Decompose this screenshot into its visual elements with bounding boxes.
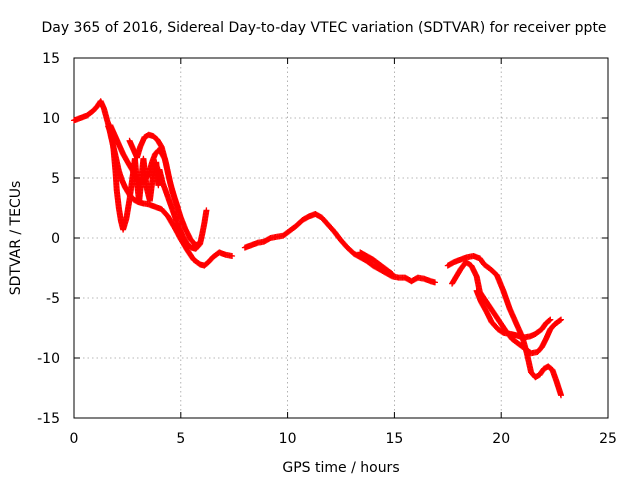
data-point [547,316,554,323]
y-tick-label: 15 [42,51,60,67]
y-tick-label: -5 [46,291,60,307]
data-point [558,316,565,323]
x-tick-label: 25 [599,431,617,447]
x-axis-label: GPS time / hours [282,460,399,476]
data-point [558,392,565,399]
y-tick-label: 0 [51,231,60,247]
y-tick-label: 5 [51,171,60,187]
data-point [557,317,564,324]
y-tick-label: -10 [37,351,60,367]
y-tick-label: -15 [37,411,60,427]
x-tick-label: 20 [492,431,510,447]
series-segment-f [357,249,396,277]
data-point [431,279,438,286]
x-tick-label: 0 [70,431,79,447]
data-point [229,253,236,259]
x-tick-label: 15 [385,431,403,447]
y-axis-label: SDTVAR / TECUs [8,181,24,296]
data-point [546,317,553,324]
x-tick-label: 10 [279,431,297,447]
y-tick-label: 10 [42,111,60,127]
plot-frame [73,57,609,419]
series-segment-h [449,259,565,357]
data-point [174,203,181,210]
data-point [195,241,202,247]
x-axis-tick-labels: 0 5 10 15 20 25 [70,431,617,447]
series-segment-i [473,287,554,341]
series-segment-e [241,211,438,286]
data-point [203,207,210,214]
data-point [389,271,396,277]
data-point [388,270,395,277]
y-axis-tick-labels: -15 -10 -5 0 5 10 15 [37,51,60,427]
data-series [71,98,565,399]
chart-title: Day 365 of 2016, Sidereal Day-to-day VTE… [41,20,606,36]
x-tick-label: 5 [176,431,185,447]
series-segment-d [126,131,181,210]
series-segment-b [105,123,210,252]
